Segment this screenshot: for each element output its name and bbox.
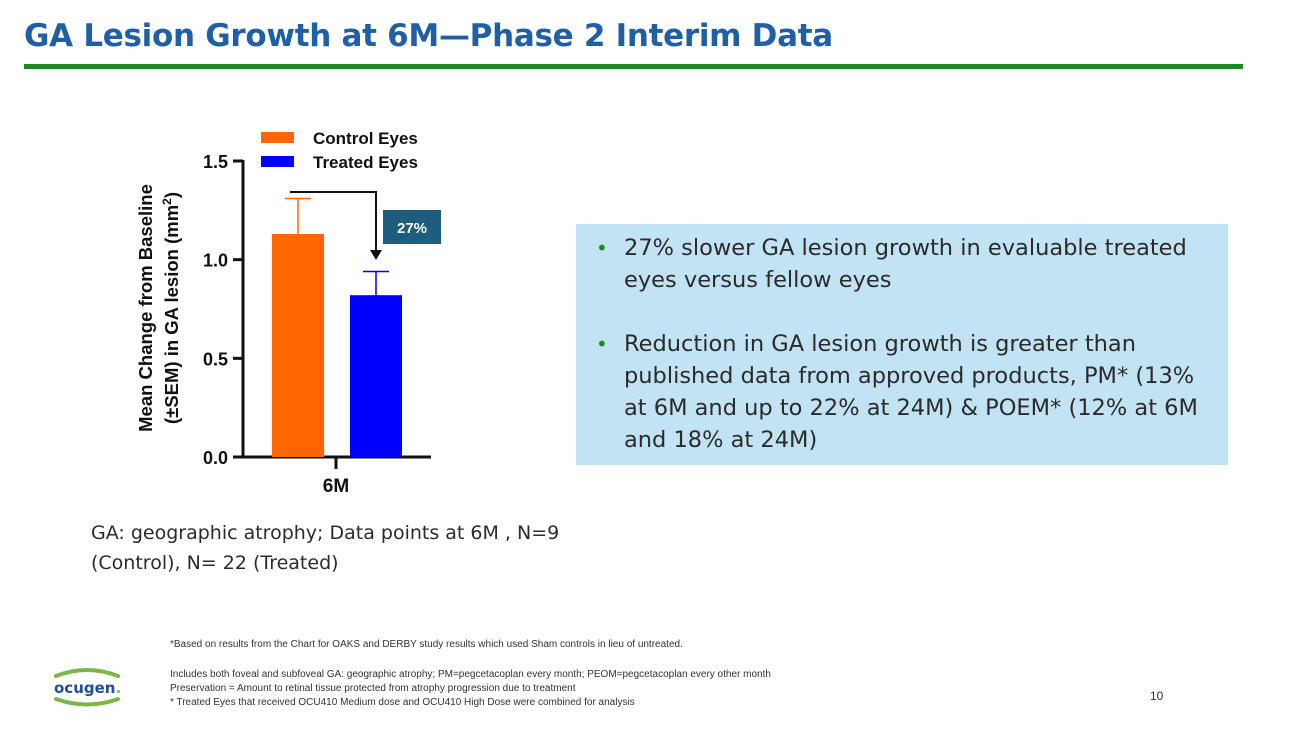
logo-top-arc xyxy=(54,668,120,678)
y-axis-label-line2-text: (±SEM) in GA lesion (mm xyxy=(161,205,182,424)
legend: Control Eyes Treated Eyes xyxy=(261,129,418,172)
bracket-arrowhead xyxy=(370,250,382,260)
finding-item: • Reduction in GA lesion growth is great… xyxy=(588,328,1208,456)
y-axis-label-close-paren: ) xyxy=(161,192,182,198)
y-tick-label: 0.5 xyxy=(203,349,228,369)
bar-chart: 0.0 0.5 1.0 1.5 27% Mean Change from Baseli… xyxy=(135,129,441,497)
finding-text: 27% slower GA lesion growth in evaluable… xyxy=(624,235,1187,293)
comparison-bracket xyxy=(290,191,377,254)
page-number: 10 xyxy=(1150,689,1164,703)
y-axis-label-line2: (±SEM) in GA lesion (mm2) xyxy=(160,192,182,424)
footnote-preservation: Preservation = Amount to retinal tissue … xyxy=(170,683,576,694)
y-axis-label-superscript: 2 xyxy=(160,198,174,205)
y-tick-label: 0.0 xyxy=(203,448,228,468)
bar-treated-eyes xyxy=(350,295,402,457)
slide-title: GA Lesion Growth at 6M—Phase 2 Interim D… xyxy=(24,18,833,54)
logo-wordmark: ocugen. xyxy=(54,679,121,697)
data-note: GA: geographic atrophy; Data points at 6… xyxy=(91,522,560,574)
reduction-badge xyxy=(383,210,441,244)
bullet-icon: • xyxy=(596,236,608,260)
x-tick-label: 6M xyxy=(323,476,349,497)
footnote-source: *Based on results from the Chart for OAK… xyxy=(170,639,683,650)
logo-text: ocugen xyxy=(54,679,115,697)
key-findings-callout: • 27% slower GA lesion growth in evaluab… xyxy=(576,224,1228,465)
logo-bottom-arc xyxy=(54,697,120,707)
ocugen-logo: ocugen. xyxy=(54,668,121,707)
reduction-badge-label: 27% xyxy=(397,220,427,237)
y-tick-label: 1.0 xyxy=(203,251,228,271)
footnote-definitions: Includes both foveal and subfoveal GA: g… xyxy=(170,669,771,680)
bullet-icon: • xyxy=(596,332,608,356)
findings-list: • 27% slower GA lesion growth in evaluab… xyxy=(576,224,1228,456)
legend-swatch-treated xyxy=(261,156,294,167)
finding-text: Reduction in GA lesion growth is greater… xyxy=(624,331,1198,453)
y-tick-label: 1.5 xyxy=(203,152,228,172)
footnote-combined-doses: * Treated Eyes that received OCU410 Medi… xyxy=(170,697,635,708)
legend-label-treated: Treated Eyes xyxy=(313,153,418,172)
y-axis-label-line1: Mean Change from Baseline xyxy=(135,184,156,432)
finding-item: • 27% slower GA lesion growth in evaluab… xyxy=(588,232,1208,296)
bar-control-eyes xyxy=(272,234,324,457)
title-underline xyxy=(24,64,1243,69)
legend-swatch-control xyxy=(261,132,294,143)
legend-label-control: Control Eyes xyxy=(313,129,418,148)
logo-dot: . xyxy=(115,679,121,697)
